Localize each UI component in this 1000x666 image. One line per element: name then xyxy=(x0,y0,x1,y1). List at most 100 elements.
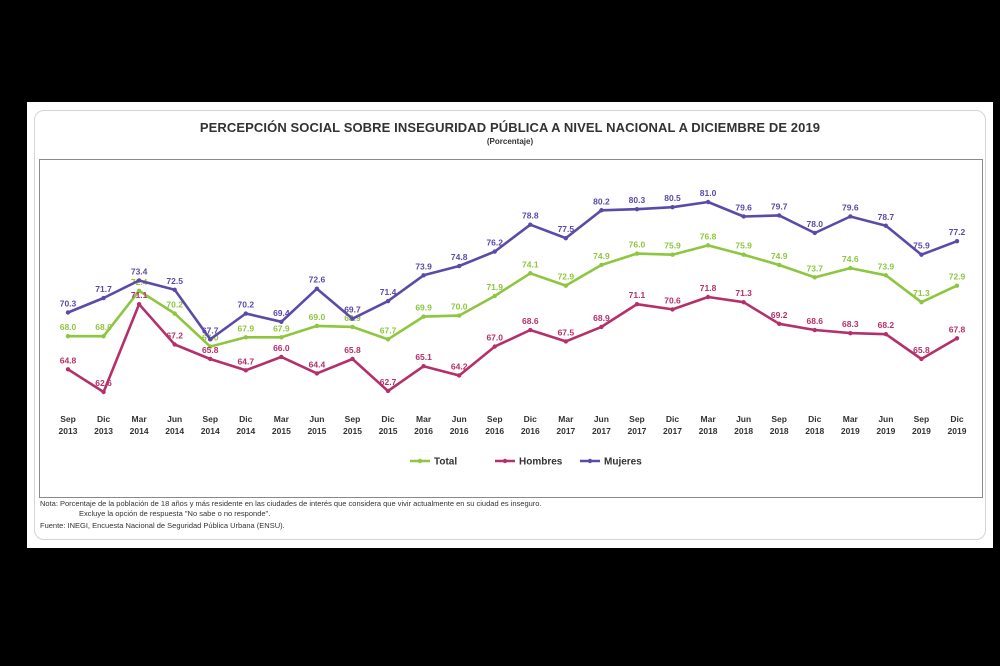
data-point-mujeres xyxy=(883,223,889,228)
data-label-mujeres: 75.9 xyxy=(913,241,930,251)
plot-area: 68.068.072.470.267.067.967.969.068.967.7… xyxy=(39,159,983,498)
data-point-hombres xyxy=(65,367,71,372)
data-label-total: 75.9 xyxy=(664,241,681,251)
data-label-hombres: 70.6 xyxy=(664,295,681,305)
data-point-mujeres xyxy=(705,199,711,205)
x-tick-label-year: 2017 xyxy=(592,426,611,436)
x-tick-label-year: 2017 xyxy=(556,426,575,436)
data-point-hombres xyxy=(385,388,391,394)
data-label-mujeres: 70.3 xyxy=(60,298,77,308)
data-label-mujeres: 69.4 xyxy=(273,308,290,318)
x-tick-label-month: Dic xyxy=(381,414,395,424)
data-label-total: 76.0 xyxy=(629,240,646,250)
data-point-hombres xyxy=(634,302,640,307)
data-label-total: 75.9 xyxy=(735,241,752,251)
data-label-hombres: 65.8 xyxy=(913,345,930,355)
data-label-total: 70.2 xyxy=(166,300,183,310)
data-point-hombres xyxy=(456,373,462,378)
x-tick-label-month: Dic xyxy=(808,414,822,424)
x-tick-label-month: Mar xyxy=(274,414,290,424)
data-label-total: 70.0 xyxy=(451,302,468,312)
x-tick-label-year: 2018 xyxy=(699,426,718,436)
data-label-hombres: 67.0 xyxy=(486,333,503,343)
data-label-hombres: 68.6 xyxy=(806,316,823,326)
data-point-mujeres xyxy=(279,319,284,324)
data-label-mujeres: 72.5 xyxy=(166,276,183,286)
data-point-total xyxy=(101,334,106,339)
data-label-total: 67.9 xyxy=(238,323,255,333)
note-text: Nota: Porcentaje de la población de 18 a… xyxy=(40,499,542,508)
data-point-total xyxy=(812,275,817,280)
chart-subtitle: (Porcentaje) xyxy=(486,137,534,146)
data-point-hombres xyxy=(812,327,817,333)
data-label-hombres: 71.1 xyxy=(131,290,148,300)
x-tick-label-month: Jun xyxy=(309,414,324,424)
data-point-hombres xyxy=(741,299,746,305)
data-label-total: 76.8 xyxy=(700,231,717,241)
chart-title: PERCEPCIÓN SOCIAL SOBRE INSEGURIDAD PÚBL… xyxy=(199,120,821,135)
data-point-hombres xyxy=(954,336,960,341)
note-exclusion-text: Excluye la opción de respuesta "No sabe … xyxy=(79,509,271,518)
data-label-mujeres: 69.7 xyxy=(344,305,361,315)
legend-label-total: Total xyxy=(434,457,457,468)
data-label-total: 72.9 xyxy=(949,272,966,282)
data-label-hombres: 68.6 xyxy=(522,316,539,326)
series-line-total xyxy=(68,244,958,348)
x-tick-label-month: Jun xyxy=(736,414,751,424)
x-tick-label-year: 2013 xyxy=(94,426,113,436)
data-point-total xyxy=(777,262,782,268)
x-tick-label-month: Sep xyxy=(60,414,76,424)
data-label-hombres: 68.9 xyxy=(593,313,610,323)
data-label-total: 68.0 xyxy=(60,322,77,332)
data-point-hombres xyxy=(528,327,533,333)
x-tick-label-year: 2015 xyxy=(379,426,398,436)
x-tick-label-year: 2016 xyxy=(414,426,433,436)
x-tick-label-month: Dic xyxy=(950,414,964,424)
data-point-hombres xyxy=(243,368,248,373)
data-label-hombres: 64.4 xyxy=(309,359,326,369)
x-tick-label-year: 2014 xyxy=(201,426,220,436)
data-label-hombres: 68.2 xyxy=(878,320,895,330)
x-tick-label-month: Mar xyxy=(132,414,148,424)
data-point-mujeres xyxy=(812,230,817,236)
x-tick-label-year: 2015 xyxy=(272,426,291,436)
data-point-mujeres xyxy=(421,273,426,278)
data-point-hombres xyxy=(421,363,426,369)
data-point-mujeres xyxy=(528,222,533,227)
x-tick-label-month: Sep xyxy=(771,414,787,424)
legend-label-hombres: Hombres xyxy=(519,457,563,468)
data-point-hombres xyxy=(848,330,853,336)
data-point-total xyxy=(599,262,604,268)
data-label-hombres: 65.8 xyxy=(344,345,361,355)
data-point-total xyxy=(243,335,248,340)
data-label-hombres: 67.5 xyxy=(558,327,575,337)
data-point-hombres xyxy=(208,356,213,362)
data-point-hombres xyxy=(279,354,284,360)
data-point-mujeres xyxy=(492,249,497,254)
data-point-total xyxy=(208,344,213,349)
legend-marker-mujeres xyxy=(587,458,593,464)
x-tick-label-year: 2016 xyxy=(485,426,504,436)
data-point-total xyxy=(528,271,533,276)
data-label-total: 74.6 xyxy=(842,254,859,264)
x-tick-label-year: 2015 xyxy=(307,426,326,436)
data-point-hombres xyxy=(599,324,604,330)
data-label-total: 69.9 xyxy=(415,303,432,313)
data-point-total xyxy=(954,283,960,288)
data-point-mujeres xyxy=(456,263,462,269)
x-tick-label-year: 2019 xyxy=(948,426,967,436)
data-label-mujeres: 71.4 xyxy=(380,287,397,297)
x-tick-label-year: 2015 xyxy=(343,426,362,436)
data-label-mujeres: 79.6 xyxy=(842,202,859,212)
data-label-mujeres: 67.7 xyxy=(202,325,219,335)
data-point-total xyxy=(385,337,391,342)
data-point-hombres xyxy=(563,339,569,344)
data-point-mujeres xyxy=(314,286,320,291)
data-point-mujeres xyxy=(350,316,355,321)
data-point-hombres xyxy=(101,389,106,395)
data-label-mujeres: 70.2 xyxy=(238,300,255,310)
data-point-total xyxy=(314,323,320,329)
data-label-mujeres: 81.0 xyxy=(700,188,717,198)
x-tick-label-month: Dic xyxy=(97,414,111,424)
data-point-mujeres xyxy=(741,214,746,219)
